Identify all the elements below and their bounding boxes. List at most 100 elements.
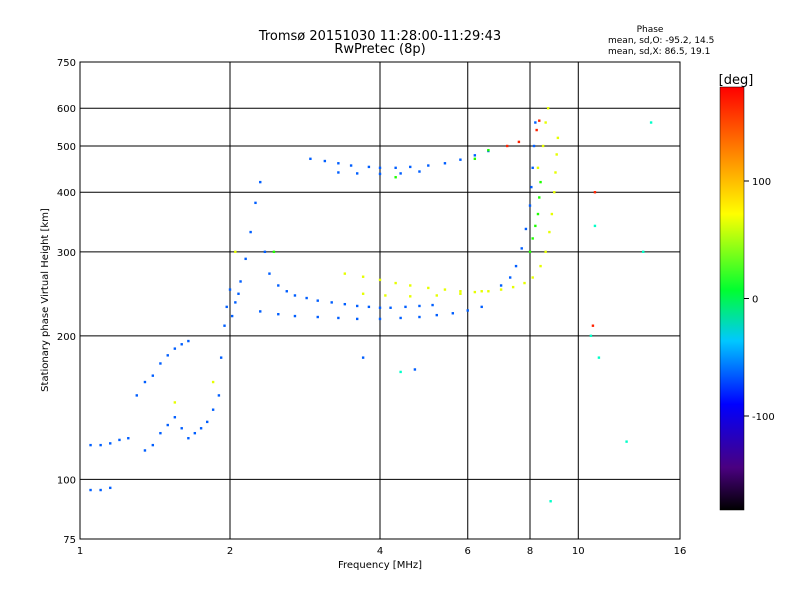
scatter-point bbox=[539, 264, 542, 268]
scatter-point bbox=[259, 180, 262, 184]
scatter-point bbox=[127, 437, 130, 440]
scatter-point bbox=[473, 290, 477, 294]
scatter-point bbox=[549, 500, 552, 503]
scatter-point bbox=[323, 159, 327, 163]
scatter-point bbox=[593, 224, 597, 228]
scatter-point bbox=[237, 292, 240, 295]
scatter-point bbox=[211, 380, 215, 384]
scatter-point bbox=[187, 437, 190, 440]
scatter-point bbox=[277, 312, 280, 316]
scatter-point bbox=[528, 204, 532, 207]
scatter-point bbox=[337, 171, 340, 174]
scatter-point bbox=[443, 288, 447, 291]
scatter-point bbox=[550, 212, 554, 216]
scatter-point bbox=[173, 416, 177, 419]
scatter-point bbox=[399, 316, 402, 320]
phase-x-stats: mean, sd,X: 86.5, 19.1 bbox=[608, 47, 710, 57]
scatter-point bbox=[625, 440, 628, 443]
scatter-point bbox=[205, 420, 209, 424]
scatter-point bbox=[361, 356, 365, 359]
scatter-point bbox=[223, 324, 226, 327]
scatter-point bbox=[230, 314, 234, 318]
scatter-point bbox=[431, 303, 434, 307]
scatter-point bbox=[305, 296, 308, 300]
scatter-point bbox=[555, 153, 558, 156]
scatter-point bbox=[642, 250, 645, 254]
scatter-point bbox=[378, 306, 382, 309]
scatter-point bbox=[538, 196, 541, 199]
scatter-point bbox=[548, 230, 551, 234]
y-tick-label: 300 bbox=[57, 248, 76, 259]
scatter-point bbox=[597, 356, 601, 359]
scatter-point bbox=[272, 250, 276, 254]
scatter-point bbox=[109, 442, 112, 445]
scatter-point bbox=[166, 354, 169, 357]
scatter-point bbox=[159, 362, 162, 365]
scatter-point bbox=[399, 172, 402, 175]
plot-frame bbox=[79, 61, 681, 540]
scatter-point bbox=[546, 107, 550, 110]
scatter-point bbox=[293, 314, 297, 318]
scatter-point bbox=[589, 334, 593, 338]
scatter-point bbox=[378, 166, 382, 170]
scatter-point bbox=[418, 170, 421, 173]
scatter-point bbox=[166, 423, 169, 427]
scatter-point bbox=[268, 272, 271, 275]
colorbar-unit: [deg] bbox=[719, 73, 754, 88]
scatter-point bbox=[499, 284, 503, 287]
scatter-point bbox=[361, 275, 365, 278]
scatter-point bbox=[536, 212, 540, 216]
scatter-point bbox=[263, 250, 267, 254]
scatter-point bbox=[234, 301, 237, 304]
scatter-point bbox=[343, 272, 347, 275]
scatter-point bbox=[480, 290, 483, 293]
scatter-point bbox=[418, 315, 421, 319]
scatter-point bbox=[409, 284, 412, 287]
scatter-point bbox=[487, 148, 490, 152]
scatter-point bbox=[99, 488, 102, 492]
scatter-point bbox=[531, 237, 534, 240]
scatter-point bbox=[394, 281, 397, 285]
scatter-point bbox=[217, 394, 221, 397]
y-tick-label: 100 bbox=[57, 475, 76, 486]
chart-title: Tromsø 20151030 11:28:00-11:29:43 bbox=[258, 29, 501, 44]
scatter-point bbox=[514, 264, 518, 268]
scatter-point bbox=[389, 306, 392, 309]
scatter-point bbox=[536, 166, 540, 170]
scatter-point bbox=[355, 304, 359, 308]
scatter-point bbox=[531, 276, 534, 279]
x-tick-label: 6 bbox=[465, 546, 471, 557]
scatter-point bbox=[225, 305, 228, 309]
scatter-point bbox=[473, 154, 477, 157]
scatter-point bbox=[544, 121, 547, 124]
scatter-point bbox=[367, 305, 371, 309]
scatter-point bbox=[505, 144, 509, 148]
scatter-point bbox=[531, 166, 534, 170]
scatter-point bbox=[534, 224, 537, 228]
scatter-point bbox=[199, 427, 203, 430]
scatter-point bbox=[316, 299, 319, 302]
x-tick-label: 2 bbox=[227, 546, 233, 557]
scatter-point bbox=[443, 162, 447, 165]
chart-subtitle: RwPretec (8p) bbox=[334, 42, 425, 57]
scatter-point bbox=[534, 121, 537, 124]
scatter-point bbox=[316, 315, 319, 319]
scatter-point bbox=[135, 394, 138, 397]
scatter-point bbox=[394, 176, 397, 179]
colorbar-ticks: 100 0 -100 bbox=[744, 177, 775, 423]
scatter-point bbox=[409, 165, 412, 169]
scatter-point bbox=[394, 166, 397, 170]
scatter-point bbox=[593, 191, 597, 194]
scatter-points bbox=[89, 107, 653, 503]
scatter-point bbox=[499, 288, 503, 291]
x-axis-label: Frequency [MHz] bbox=[338, 560, 422, 571]
scatter-point bbox=[259, 310, 262, 313]
scatter-point bbox=[530, 185, 533, 189]
colorbar-tick-label: 0 bbox=[752, 295, 758, 306]
scatter-point bbox=[228, 288, 232, 291]
scatter-point bbox=[541, 144, 545, 148]
scatter-point bbox=[173, 401, 177, 404]
scatter-point bbox=[535, 128, 538, 132]
colorbar bbox=[719, 86, 745, 511]
